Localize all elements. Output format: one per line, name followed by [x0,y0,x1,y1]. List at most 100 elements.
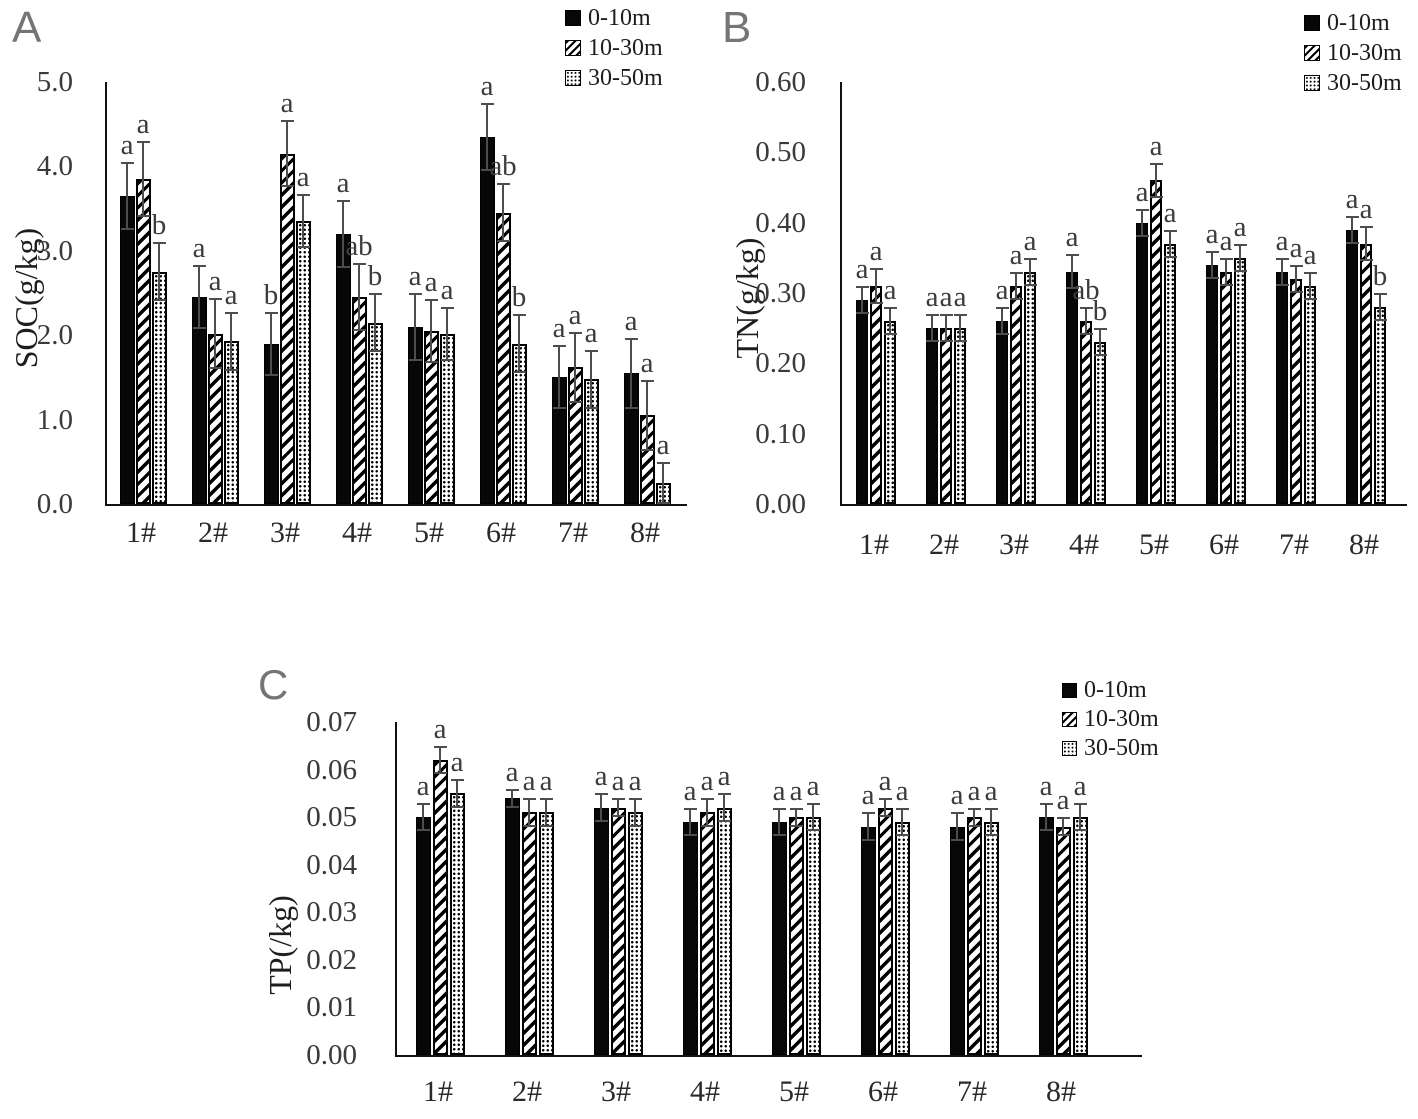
error-bar-cap-bottom [352,328,366,331]
error-bar [1289,264,1303,293]
error-bar-line [198,265,200,330]
error-bar [806,802,820,832]
x-category-label: 6# [486,516,516,549]
significance-letter: b [151,209,167,242]
error-bar-cap-bottom [1073,829,1087,832]
bar-10-30m-6# [495,212,511,504]
y-tick-label: 0.40 [755,206,806,239]
x-category-label: 2# [512,1075,542,1108]
bar-30-50m-2# [223,341,239,504]
error-bar [552,345,566,410]
bar-10-30m-3# [279,153,295,504]
error-bar-line [446,306,448,361]
error-bar-cap-top [1079,307,1093,310]
error-bar-line [990,807,992,837]
error-bar-cap-bottom [855,312,869,315]
error-bar [1303,271,1317,301]
error-bar-cap-top [939,314,953,317]
error-bar [611,798,625,818]
bar-10-30m-3# [610,807,626,1055]
x-category-label: 2# [929,528,959,561]
error-bar-line [590,349,592,409]
error-bar [869,268,883,304]
error-bar-cap-bottom [496,240,510,243]
error-bar [861,812,875,841]
error-bar [1065,254,1079,290]
significance-letter: a [440,273,454,306]
significance-letter: a [1275,224,1289,257]
x-category-label: 3# [601,1075,631,1108]
error-bar [1345,215,1359,244]
x-category-label: 7# [1279,528,1309,561]
x-category-label: 4# [690,1075,720,1108]
error-bar-cap-bottom [416,829,430,832]
bar-30-50m-2# [954,328,966,504]
error-bar [967,807,981,827]
error-bar-cap-top [772,807,786,810]
x-category-label: 8# [630,516,660,549]
error-bar-cap-bottom [1079,333,1093,336]
bar-10-30m-5# [1150,180,1162,504]
error-bar-cap-top [496,183,510,186]
y-tick-label: 0.06 [306,753,357,786]
bar-0-10m-8# [1038,817,1054,1055]
significance-letter: b [1372,260,1388,292]
bar-30-50m-8# [1072,817,1088,1055]
significance-letter: a [895,774,909,807]
error-bar-cap-top [280,119,294,122]
error-bar [772,807,786,837]
error-bar-cap-bottom [505,805,519,808]
error-bar-cap-top [539,798,553,801]
significance-letter: a [1065,221,1079,254]
legend-swatch-dots [1304,75,1320,91]
error-bar-cap-bottom [450,805,464,808]
error-bar-cap-top [352,263,366,266]
error-bar [424,298,438,364]
error-bar-cap-top [568,331,582,334]
error-bar-line [945,314,947,343]
error-bar-line [1141,208,1143,237]
error-bar [717,793,731,822]
error-bar [152,242,166,302]
error-bar-cap-bottom [950,838,964,841]
error-bar [1009,271,1023,301]
error-bar-cap-bottom [264,373,278,376]
error-bar-cap-top [624,337,638,340]
error-bar-line [1295,264,1297,293]
significance-letter: b [263,278,279,311]
error-bar-line [959,314,961,343]
significance-letter: a [336,167,350,200]
significance-letter: a [939,281,953,314]
bar-30-50m-6# [894,821,910,1055]
error-bar-line [230,311,232,371]
significance-letter: a [480,70,494,103]
error-bar-cap-bottom [953,340,967,343]
legend-swatch-solid [565,10,581,26]
legend-label: 30-50m [1084,735,1159,761]
significance-letter: a [656,428,670,461]
error-bar-cap-top [967,807,981,810]
bar-30-50m-4# [1094,342,1106,504]
significance-letter: a [1163,196,1177,229]
error-bar-cap-top [433,745,447,748]
error-bar-cap-bottom [806,829,820,832]
error-bar [450,779,464,808]
error-bar-line [662,461,664,504]
error-bar [656,461,670,504]
error-bar-cap-top [1073,802,1087,805]
bar-10-30m-1# [432,760,448,1055]
error-bar-cap-bottom [1359,259,1373,262]
error-bar-cap-top [450,779,464,782]
error-bar-cap-bottom [1135,234,1149,237]
significance-letter: a [925,281,939,314]
bar-30-50m-8# [1374,307,1386,504]
x-category-label: 8# [1349,528,1379,561]
bar-0-10m-4# [335,233,351,504]
error-bar-line [861,285,863,315]
significance-letter: b [367,260,383,292]
error-bar-line [545,798,547,827]
error-bar-cap-top [806,802,820,805]
error-bar-cap-top [1009,271,1023,274]
error-bar-cap-top [1275,257,1289,260]
